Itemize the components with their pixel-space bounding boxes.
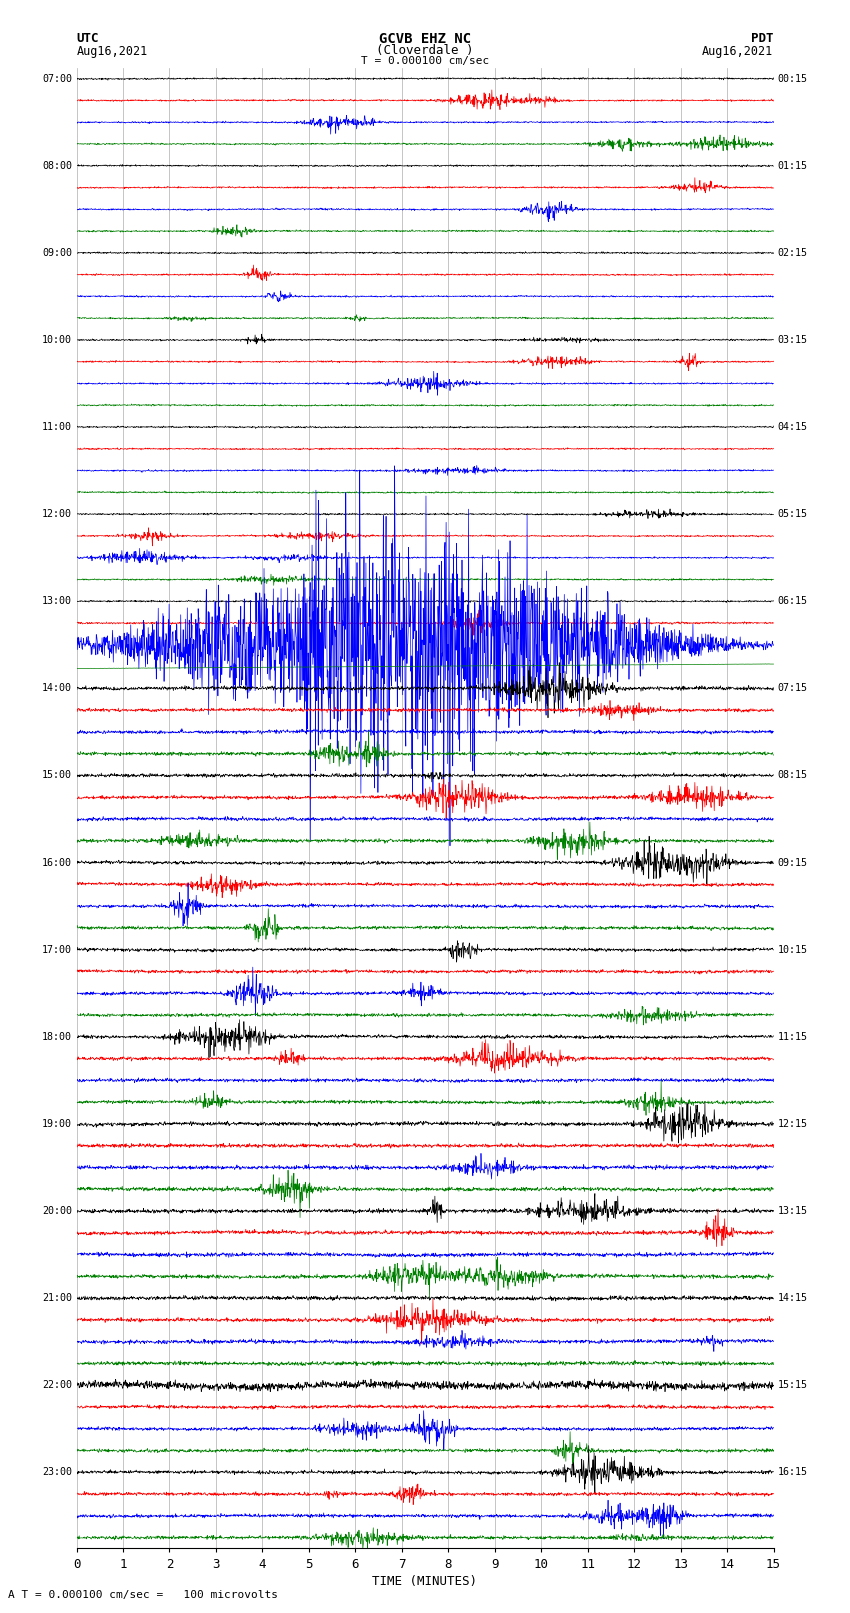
Text: 01:15: 01:15 [778,161,807,171]
Text: 10:00: 10:00 [42,336,72,345]
Text: 21:00: 21:00 [42,1294,72,1303]
Text: 09:15: 09:15 [778,858,807,868]
Text: 20:00: 20:00 [42,1207,72,1216]
Text: 07:00: 07:00 [42,74,72,84]
Text: 11:00: 11:00 [42,423,72,432]
Text: 15:15: 15:15 [778,1381,807,1390]
Text: 22:00: 22:00 [42,1381,72,1390]
Text: GCVB EHZ NC: GCVB EHZ NC [379,32,471,45]
Text: 03:15: 03:15 [778,336,807,345]
Text: 08:15: 08:15 [778,771,807,781]
Text: 23:00: 23:00 [42,1468,72,1478]
Text: 11:15: 11:15 [778,1032,807,1042]
Text: 12:00: 12:00 [42,510,72,519]
Text: 13:00: 13:00 [42,597,72,606]
Text: 06:15: 06:15 [778,597,807,606]
Text: PDT: PDT [751,32,774,45]
Text: 18:00: 18:00 [42,1032,72,1042]
Text: 02:15: 02:15 [778,248,807,258]
Text: 19:00: 19:00 [42,1119,72,1129]
Text: 05:15: 05:15 [778,510,807,519]
Text: 16:00: 16:00 [42,858,72,868]
Text: UTC: UTC [76,32,99,45]
Text: T = 0.000100 cm/sec: T = 0.000100 cm/sec [361,56,489,66]
Text: Aug16,2021: Aug16,2021 [76,45,148,58]
Text: 13:15: 13:15 [778,1207,807,1216]
Text: 08:00: 08:00 [42,161,72,171]
Text: 15:00: 15:00 [42,771,72,781]
Text: 14:00: 14:00 [42,684,72,694]
Text: 14:15: 14:15 [778,1294,807,1303]
Text: 04:15: 04:15 [778,423,807,432]
Text: 12:15: 12:15 [778,1119,807,1129]
Text: 16:15: 16:15 [778,1468,807,1478]
Text: 00:15: 00:15 [778,74,807,84]
Text: (Cloverdale ): (Cloverdale ) [377,44,473,58]
Text: A T = 0.000100 cm/sec =   100 microvolts: A T = 0.000100 cm/sec = 100 microvolts [8,1590,279,1600]
Text: 17:00: 17:00 [42,945,72,955]
Text: 07:15: 07:15 [778,684,807,694]
X-axis label: TIME (MINUTES): TIME (MINUTES) [372,1574,478,1587]
Text: 10:15: 10:15 [778,945,807,955]
Text: 09:00: 09:00 [42,248,72,258]
Text: Aug16,2021: Aug16,2021 [702,45,774,58]
